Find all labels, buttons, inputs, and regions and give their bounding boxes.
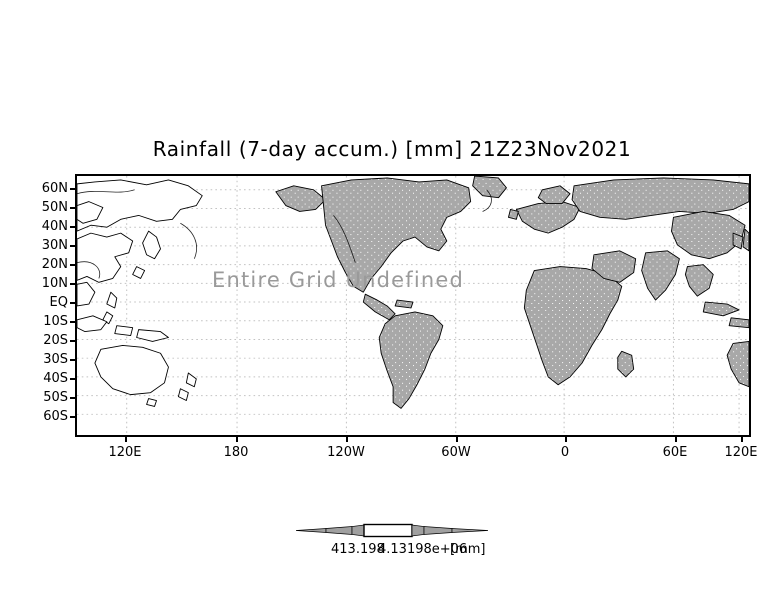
landmasses xyxy=(77,176,749,409)
y-tick-label: 60N xyxy=(41,181,68,196)
x-tick-label: 180 xyxy=(223,445,249,460)
y-tick-label: 10S xyxy=(43,314,68,329)
x-tick-label: 0 xyxy=(560,445,570,460)
y-tick-label: EQ xyxy=(49,295,68,310)
colorbar-tick-labels: 413.198 4.13198e+06 [mm] xyxy=(236,542,548,560)
coastline-detail xyxy=(77,189,492,279)
y-tick-label: 50S xyxy=(43,390,68,405)
x-tick-mark xyxy=(236,437,238,442)
x-tick-mark xyxy=(741,437,743,442)
y-tick-label: 20S xyxy=(43,333,68,348)
x-tick-mark xyxy=(456,437,458,442)
colorbar-label-right: 4.13198e+06 xyxy=(378,542,468,557)
y-axis-labels: 60N 50N 40N 30N 20N 10N EQ 10S 20S 30S 4… xyxy=(14,174,68,437)
y-tick-label: 10N xyxy=(41,276,68,291)
y-tick-label: 60S xyxy=(43,409,68,424)
x-tick-mark xyxy=(125,437,127,442)
y-tick-label: 20N xyxy=(41,257,68,272)
colorbar-svg xyxy=(296,523,488,538)
colorbar-label-left: 413.198 xyxy=(331,542,385,557)
colorbar[interactable]: 413.198 4.13198e+06 [mm] xyxy=(296,518,488,560)
x-tick-mark xyxy=(565,437,567,442)
y-tick-label: 30S xyxy=(43,352,68,367)
x-tick-mark xyxy=(346,437,348,442)
x-tick-label: 60W xyxy=(441,445,471,460)
y-tick-label: 40N xyxy=(41,219,68,234)
x-tick-label: 120E xyxy=(724,445,758,460)
y-tick-label: 50N xyxy=(41,200,68,215)
x-tick-label: 120E xyxy=(108,445,142,460)
map-content xyxy=(77,176,749,435)
y-tick-label: 40S xyxy=(43,371,68,386)
x-axis-labels: 120E 180 120W 60W 0 60E 120E xyxy=(75,445,757,465)
colorbar-units-label: [mm] xyxy=(450,542,486,557)
page-title: Rainfall (7-day accum.) [mm] 21Z23Nov202… xyxy=(152,137,632,161)
x-tick-mark xyxy=(675,437,677,442)
map-plot-area[interactable] xyxy=(75,174,751,437)
y-tick-label: 30N xyxy=(41,238,68,253)
x-tick-label: 60E xyxy=(662,445,688,460)
x-tick-label: 120W xyxy=(327,445,365,460)
world-map-svg xyxy=(77,176,749,435)
